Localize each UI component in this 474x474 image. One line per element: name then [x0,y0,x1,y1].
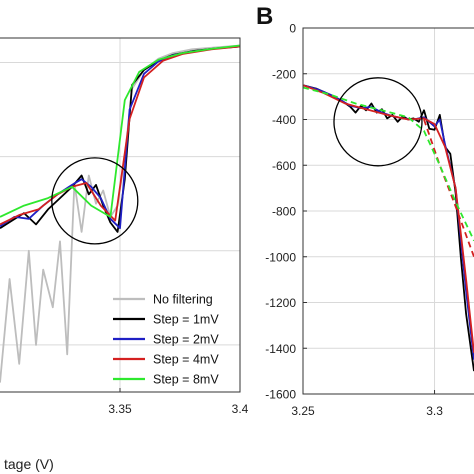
panel-b-series-line [423,119,474,258]
panel-a-series [0,44,241,383]
panel-b-y-tick-label: -800 [272,205,296,219]
panel-b-highlight-circle [333,77,423,167]
panel-b-chart: B 0-200-400-600-800-1000-1200-1400-1600 … [256,3,474,418]
panel-b-series-line [302,86,474,242]
panel-b-x-ticks: 3.25 3.3 [291,390,443,418]
panel-a-x-ticks: 3.35 3.4 [108,388,249,416]
panel-b-y-tick-label: -600 [272,159,296,173]
panel-b-series-line [302,84,474,353]
panel-b-y-tick-label: -400 [272,113,296,127]
panel-a-highlight-circle [51,157,139,245]
panel-b-y-tick-label: -1600 [265,388,296,402]
panel-a-series-line [0,44,241,218]
panel-a-chart: 3.35 3.4 tage (V) No filtering Step = 1mV S… [0,37,249,472]
panel-a-x-tick-label: 3.35 [108,402,132,416]
panel-b-y-tick-label: 0 [289,22,296,36]
panel-b-series [302,84,474,372]
legend-entry-label: Step = 2mV [153,333,219,347]
panel-a-x-axis-label: tage (V) [4,456,54,472]
panel-b-series-line [302,84,474,360]
legend-entry-label: Step = 8mV [153,373,219,387]
panel-a-series-line [0,45,241,226]
panel-b-letter: B [256,3,273,30]
panel-b-y-tick-label: -1400 [265,342,296,356]
panel-b-y-tick-label: -200 [272,67,296,81]
panel-a-legend: No filtering Step = 1mV Step = 2mV Step = 4… [113,293,219,387]
panel-b-y-tick-label: -1200 [265,296,296,310]
legend-entry-label: Step = 4mV [153,353,219,367]
panel-b-series-line [302,84,474,372]
panel-b-x-tick-label: 3.25 [291,404,315,418]
panel-a-frame [0,37,241,393]
panel-b-grid [302,27,474,395]
legend-entry-label: No filtering [153,293,213,307]
panel-b-y-ticks: 0 -200 -400 -600 -800 -1000 -1200 -1400 -1600 [265,22,307,402]
panel-b-y-tick-label: -1000 [265,250,296,264]
legend-entry-label: Step = 1mV [153,313,219,327]
panel-a-x-tick-label: 3.4 [232,402,249,416]
panel-b-x-tick-label: 3.3 [426,404,443,418]
